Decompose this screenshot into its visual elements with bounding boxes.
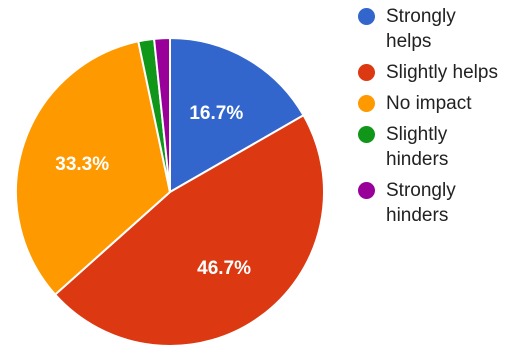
legend-item-slightly-helps: Slightly helps — [356, 60, 514, 85]
slice-value-label: 33.3% — [55, 154, 109, 175]
legend-label: Strongly helps — [386, 6, 456, 52]
legend-item-strongly-hinders: Strongly hinders — [356, 178, 514, 228]
legend-swatch — [358, 64, 375, 81]
legend-item-strongly-helps: Strongly helps — [356, 4, 514, 54]
pie-slice-strongly-helps — [169, 36, 305, 194]
legend: Strongly helps Slightly helps No impact … — [356, 4, 514, 234]
legend-swatch — [358, 126, 375, 143]
legend-label: Strongly hinders — [386, 180, 456, 226]
pie-slice-slightly-helps — [53, 113, 325, 347]
pie-slice-no-impact — [15, 40, 172, 296]
legend-item-no-impact: No impact — [356, 91, 514, 116]
legend-swatch — [358, 182, 375, 199]
slice-value-label: 16.7% — [189, 103, 243, 124]
legend-label: No impact — [386, 93, 472, 114]
slice-value-label: 46.7% — [197, 258, 251, 279]
legend-label: Slightly hinders — [386, 124, 449, 170]
legend-swatch — [358, 95, 375, 112]
pie-slice-strongly-hinders — [152, 36, 171, 193]
legend-label: Slightly helps — [386, 62, 498, 83]
slice-labels: 16.7% 46.7% 33.3% — [55, 103, 251, 279]
pie-slices — [15, 36, 325, 347]
legend-item-slightly-hinders: Slightly hinders — [356, 122, 514, 172]
legend-swatch — [358, 8, 375, 25]
